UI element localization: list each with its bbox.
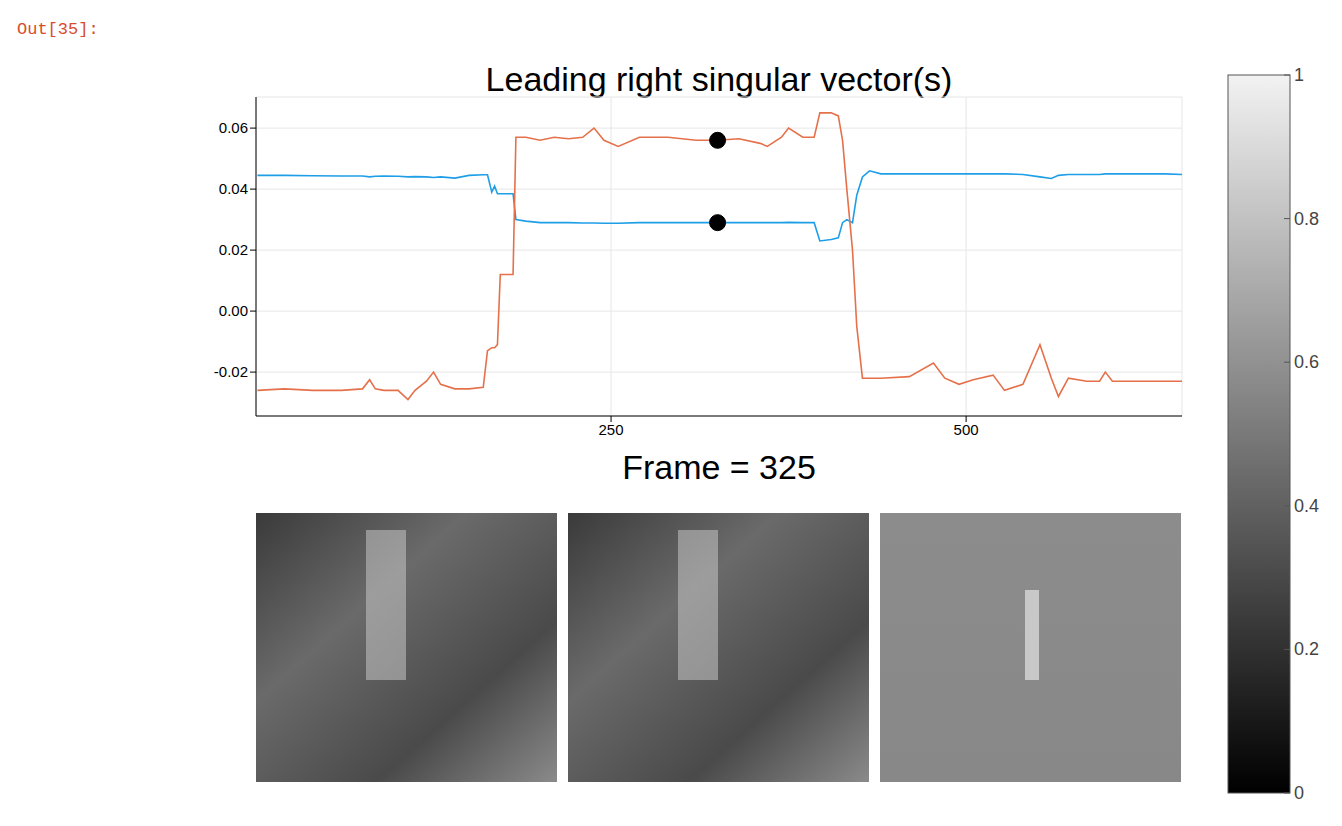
svg-text:0.8: 0.8 — [1294, 209, 1319, 229]
svg-text:0.06: 0.06 — [219, 119, 248, 136]
svg-text:0: 0 — [1294, 783, 1304, 803]
svg-text:500: 500 — [954, 421, 979, 438]
svg-text:0.02: 0.02 — [219, 241, 248, 258]
svg-text:0.2: 0.2 — [1294, 639, 1319, 659]
svg-text:1: 1 — [1294, 65, 1304, 85]
html-text:Frame = 325: Frame = 325 — [622, 448, 816, 486]
svg-text:0.00: 0.00 — [219, 302, 248, 319]
svg-text:0.4: 0.4 — [1294, 496, 1319, 516]
svg-text:250: 250 — [599, 421, 624, 438]
svg-text:-0.02: -0.02 — [214, 363, 248, 380]
svg-text:0.6: 0.6 — [1294, 352, 1319, 372]
svg-text:0.04: 0.04 — [219, 180, 248, 197]
html-text:Leading right singular vector(: Leading right singular vector(s) — [485, 60, 953, 98]
html-text:Out[35]:: Out[35]: — [17, 20, 99, 39]
